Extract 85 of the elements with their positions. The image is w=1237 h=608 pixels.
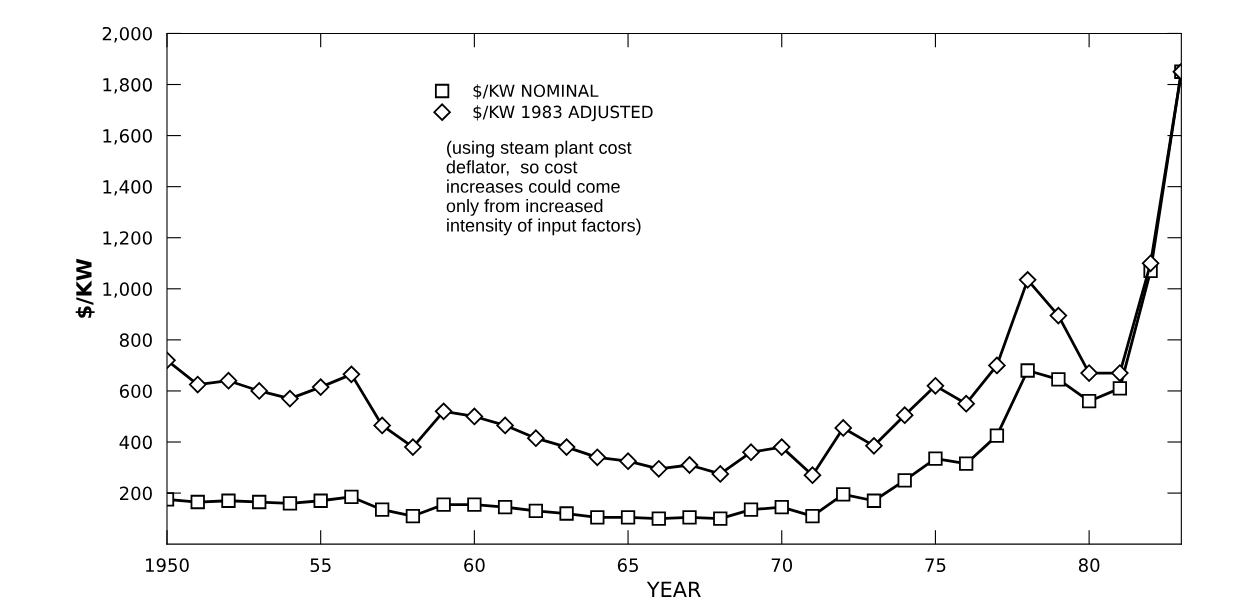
y-tick-label: 2,000 <box>102 26 152 43</box>
x-tick-label: 75 <box>925 558 946 573</box>
point <box>405 508 421 524</box>
point <box>344 489 359 505</box>
point <box>988 356 1006 375</box>
point <box>342 365 361 384</box>
point <box>373 416 391 435</box>
point <box>743 502 759 517</box>
point <box>742 443 760 461</box>
point <box>1080 364 1098 382</box>
point <box>559 506 574 521</box>
point <box>619 452 637 470</box>
x-axis-title: YEAR <box>646 581 701 597</box>
point <box>467 497 482 512</box>
y-tick-label: 1,000 <box>103 282 152 298</box>
y-tick-label: 1,400 <box>103 180 152 196</box>
point <box>219 371 238 390</box>
point <box>805 508 820 524</box>
point <box>895 406 914 424</box>
point <box>866 493 882 508</box>
y-axis-title: $/KW <box>75 258 95 318</box>
point <box>590 510 605 525</box>
point <box>221 493 236 508</box>
y-tick-label: 200 <box>119 486 152 501</box>
point <box>557 438 576 456</box>
y-tick-label: 1,200 <box>103 231 152 247</box>
point <box>650 460 668 478</box>
point <box>682 510 697 525</box>
point <box>282 496 298 511</box>
point <box>588 448 607 467</box>
point <box>834 419 852 437</box>
point <box>774 499 789 515</box>
point <box>404 438 422 456</box>
x-tick-label: 80 <box>1078 558 1100 573</box>
point <box>188 375 207 394</box>
point <box>527 429 545 447</box>
point <box>926 377 945 395</box>
point <box>959 456 974 471</box>
point <box>711 465 730 483</box>
point <box>651 511 666 526</box>
point <box>1051 372 1066 387</box>
point <box>252 494 267 510</box>
point <box>250 382 268 400</box>
legend-label: $/KW 1983 ADJUSTED <box>473 105 653 122</box>
y-tick-label: 1,600 <box>103 129 152 145</box>
point <box>803 466 822 484</box>
point <box>1112 381 1128 396</box>
point <box>772 438 791 456</box>
point <box>281 389 299 408</box>
point <box>528 503 544 519</box>
x-tick-label: 55 <box>310 558 331 573</box>
point <box>496 416 514 435</box>
x-tick-label: 65 <box>617 558 638 573</box>
point <box>865 437 883 455</box>
point <box>465 407 484 426</box>
annotation: (using steam plant cost deflator, so cost increases could come only from increased intensity of input factors) <box>446 140 641 236</box>
point <box>1020 363 1035 378</box>
point <box>989 428 1005 443</box>
point <box>311 378 330 396</box>
point <box>836 487 851 502</box>
y-tick-label: 800 <box>119 333 152 347</box>
point <box>957 394 975 413</box>
x-tick-label: 70 <box>771 558 793 573</box>
y-tick-label: 600 <box>119 384 152 399</box>
point <box>497 499 513 515</box>
point <box>1141 254 1160 273</box>
point <box>375 502 390 517</box>
point <box>928 451 943 466</box>
x-tick-label: 1950 <box>146 558 189 573</box>
point <box>1018 271 1037 289</box>
point <box>1111 364 1129 382</box>
point <box>713 511 728 526</box>
point <box>313 493 328 508</box>
x-tick-label: 60 <box>464 558 485 573</box>
point <box>897 473 912 488</box>
point <box>190 494 205 510</box>
point <box>620 510 636 525</box>
point <box>434 402 453 421</box>
y-tick-label: 400 <box>119 435 152 450</box>
legend-label: $/KW NOMINAL <box>473 84 599 100</box>
point <box>1081 394 1097 409</box>
point <box>436 497 451 512</box>
y-tick-label: 1,800 <box>103 77 152 94</box>
point <box>680 456 699 474</box>
point <box>1049 306 1068 325</box>
